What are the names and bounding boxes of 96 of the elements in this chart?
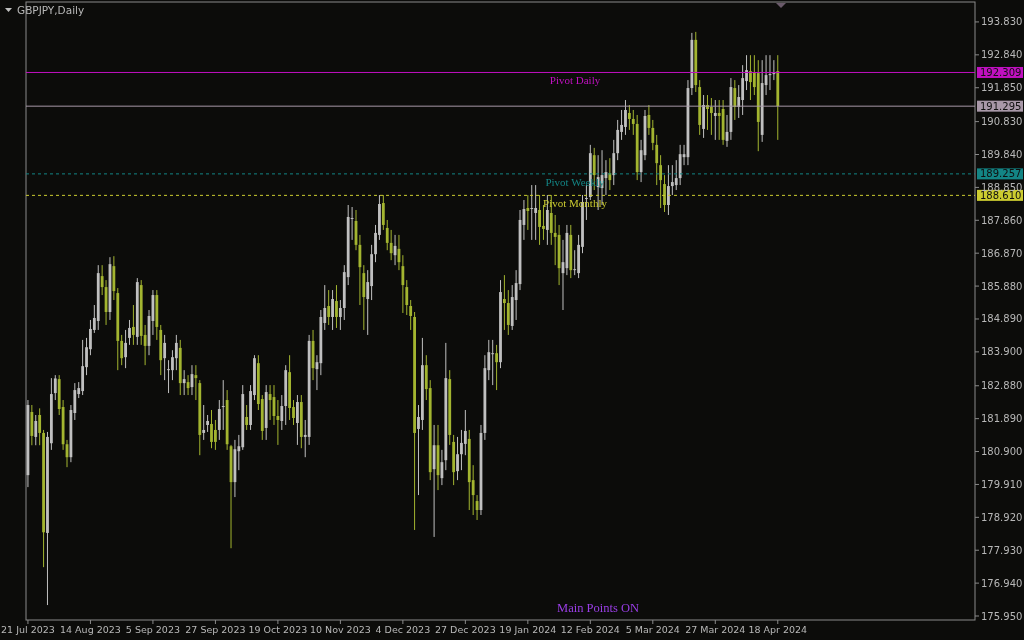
candlestick: [659, 154, 663, 209]
candlestick: [245, 404, 249, 431]
x-tick-label: 18 Apr 2024: [748, 624, 808, 635]
ref-line-label: 191.295: [980, 100, 1022, 112]
y-tick-label: 185.880: [981, 280, 1023, 292]
candlestick: [124, 329, 127, 369]
candlestick: [167, 359, 170, 394]
candlestick: [631, 109, 635, 136]
candlestick: [432, 424, 436, 538]
y-tick-label: 181.890: [981, 413, 1023, 425]
candlestick: [120, 334, 124, 366]
candlestick: [128, 319, 131, 346]
candlestick: [663, 174, 666, 213]
candlestick: [709, 97, 713, 136]
candlestick: [210, 409, 213, 449]
candlestick: [221, 379, 225, 431]
candlestick: [30, 404, 34, 446]
candlestick: [534, 184, 538, 241]
y-tick-label: 175.950: [981, 610, 1023, 622]
y-tick-label: 187.860: [981, 214, 1023, 226]
x-tick-label: 14 Aug 2023: [60, 624, 121, 635]
x-tick-label: 19 Oct 2023: [248, 624, 308, 635]
candlestick: [182, 369, 186, 396]
candlestick: [616, 119, 620, 161]
candlestick: [327, 289, 331, 326]
x-tick-label: 27 Dec 2023: [435, 624, 496, 635]
x-tick-label: 5 Mar 2024: [625, 624, 680, 635]
candlestick: [495, 344, 498, 391]
candlestick: [34, 414, 38, 446]
y-tick-label: 190.830: [981, 116, 1023, 128]
candlestick: [624, 99, 627, 136]
annotation: Main Points ON: [557, 601, 639, 615]
candlestick: [526, 194, 530, 231]
candlestick: [538, 194, 541, 246]
candlestick: [733, 79, 737, 121]
candlestick: [456, 436, 459, 481]
x-tick-label: 12 Feb 2024: [560, 624, 620, 635]
chart-title: GBPJPY,Daily: [17, 4, 85, 16]
candlestick: [542, 204, 545, 241]
candlestick: [503, 274, 506, 331]
candlestick: [163, 334, 167, 381]
candlestick: [463, 409, 467, 456]
y-tick-label: 176.940: [981, 577, 1023, 589]
candlestick: [667, 164, 670, 216]
x-tick-label: 10 Nov 2023: [309, 624, 371, 635]
y-tick-label: 191.850: [981, 82, 1023, 94]
candlestick: [713, 99, 717, 141]
candlestick: [174, 334, 178, 371]
candlestick: [670, 164, 674, 196]
candlestick: [655, 134, 659, 186]
candlestick: [749, 54, 752, 101]
ref-line-label: 189.257: [980, 168, 1022, 180]
candlestick: [38, 407, 42, 446]
candlestick: [280, 394, 284, 431]
candlestick: [335, 284, 338, 329]
candlestick: [338, 299, 342, 331]
candlestick: [506, 289, 510, 336]
y-tick-label: 178.920: [981, 511, 1023, 523]
candlestick: [409, 299, 413, 331]
candlestick: [573, 249, 577, 276]
candlestick: [296, 394, 299, 446]
x-tick-label: 27 Sep 2023: [185, 624, 246, 635]
x-tick-label: 5 Sep 2023: [125, 624, 181, 635]
candlestick: [491, 339, 495, 386]
y-tick-label: 193.830: [981, 16, 1023, 28]
x-tick-label: 19 Jan 2024: [499, 624, 557, 635]
y-tick-label: 192.840: [981, 49, 1023, 61]
x-tick-label: 21 Jul 2023: [1, 624, 55, 635]
candlestick: [530, 184, 534, 241]
candlestick: [217, 399, 221, 441]
x-tick-label: 4 Dec 2023: [375, 624, 431, 635]
annotation: Pivot Daily: [549, 74, 601, 87]
candlestick: [214, 419, 217, 451]
candlestick: [612, 139, 616, 186]
ref-line-label: 192.309: [980, 66, 1022, 78]
candlestick: [385, 219, 389, 251]
candlestick: [331, 289, 334, 331]
candlestick: [702, 94, 705, 139]
candlestick: [678, 144, 682, 186]
candlestick: [741, 64, 745, 116]
candlestick: [717, 99, 721, 141]
y-tick-label: 183.900: [981, 346, 1023, 358]
y-tick-label: 186.870: [981, 247, 1023, 259]
y-tick-label: 179.910: [981, 478, 1023, 490]
y-tick-label: 184.890: [981, 313, 1023, 325]
y-tick-label: 182.880: [981, 380, 1023, 392]
candlestick: [381, 194, 385, 231]
candlestick: [460, 429, 463, 471]
y-tick-label: 177.930: [981, 544, 1023, 556]
candlestick: [627, 104, 631, 131]
y-tick-label: 180.900: [981, 446, 1023, 458]
y-tick-label: 189.840: [981, 149, 1023, 161]
candlestick: [53, 374, 57, 401]
candlestick: [202, 404, 206, 441]
x-tick-label: 27 Mar 2024: [685, 624, 746, 635]
candlestick: [389, 229, 393, 261]
